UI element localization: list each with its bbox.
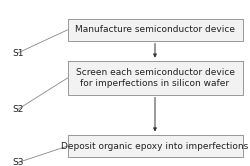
FancyBboxPatch shape: [68, 61, 242, 95]
FancyBboxPatch shape: [68, 19, 242, 41]
Text: S3: S3: [12, 158, 24, 166]
FancyBboxPatch shape: [68, 135, 242, 157]
Text: Deposit organic epoxy into imperfections: Deposit organic epoxy into imperfections: [62, 142, 248, 151]
Text: S1: S1: [12, 49, 24, 58]
Text: Manufacture semiconductor device: Manufacture semiconductor device: [75, 25, 235, 34]
Text: Screen each semiconductor device
for imperfections in silicon wafer: Screen each semiconductor device for imp…: [76, 68, 234, 88]
Text: S2: S2: [12, 105, 24, 114]
